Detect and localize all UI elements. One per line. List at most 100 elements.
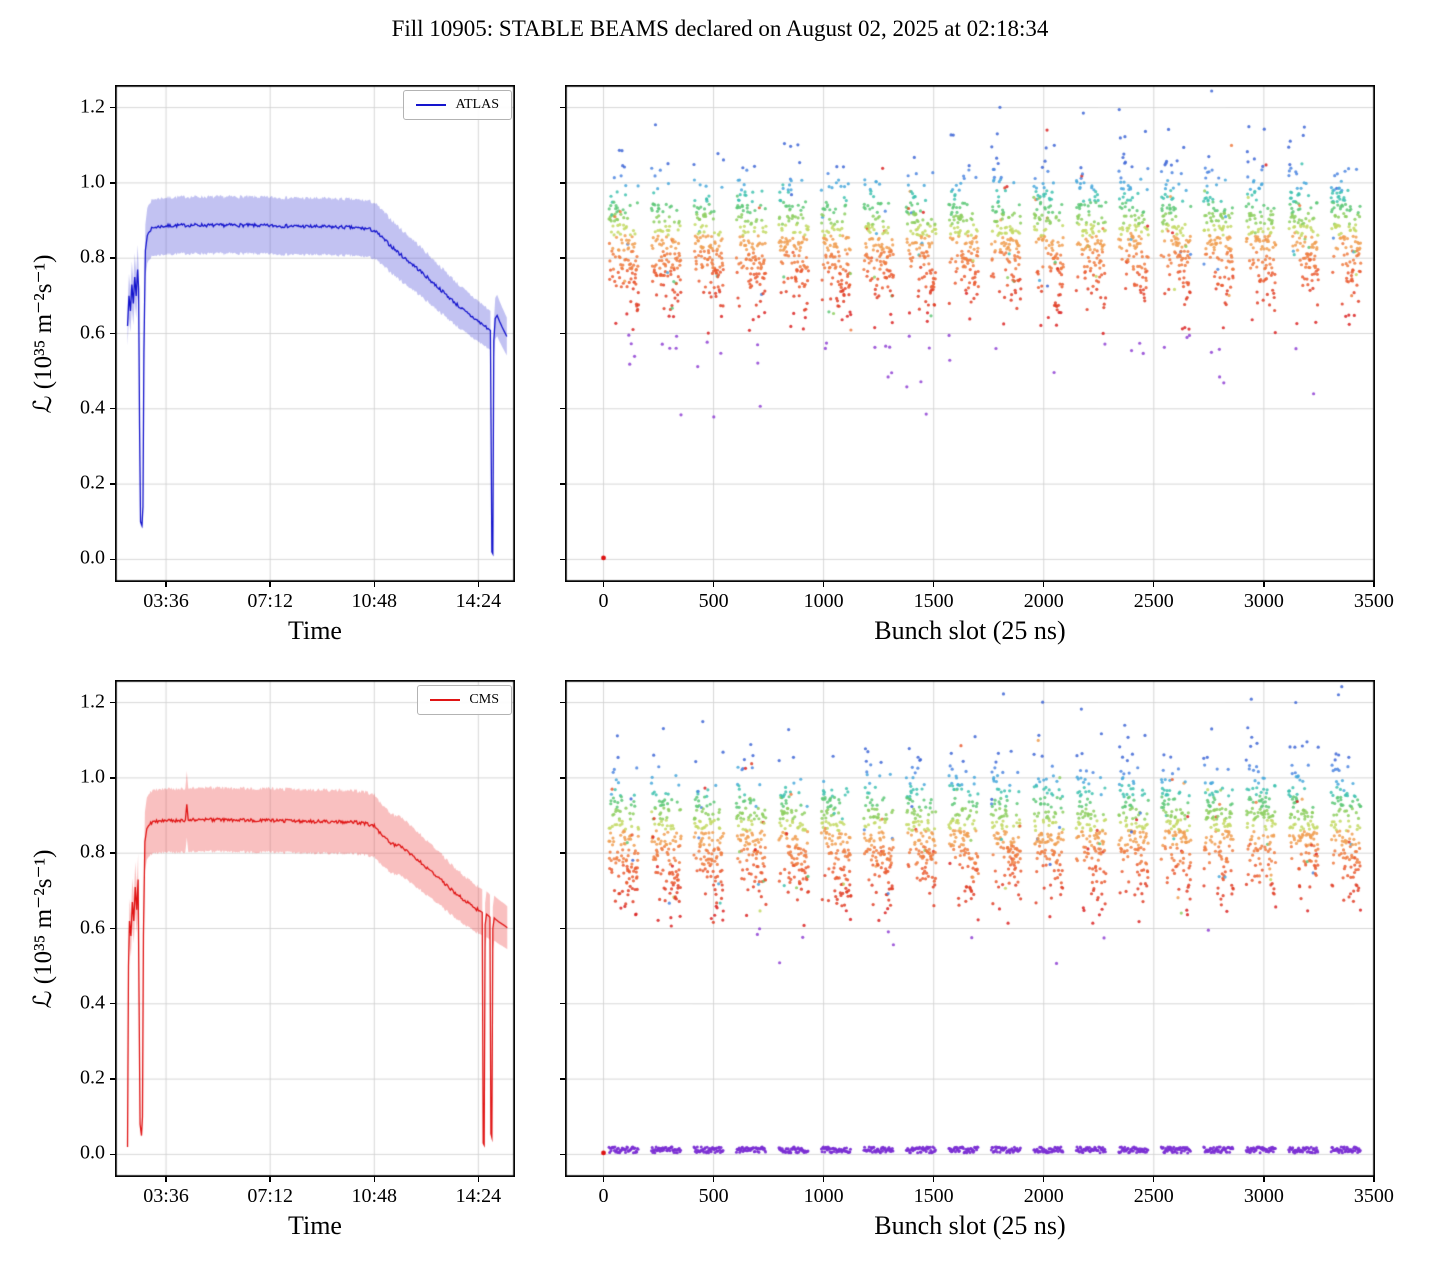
x-tick-mark (822, 582, 825, 587)
x-tick-label: 1500 (913, 1185, 954, 1207)
x-tick-label: 3000 (1243, 590, 1284, 612)
atlas-time-x-axis-label: Time (288, 616, 342, 645)
x-tick-label: 0 (598, 1185, 609, 1207)
y-tick-mark (110, 182, 115, 184)
cms-time-x-axis-label: Time (288, 1211, 342, 1240)
atlas-bunch-x-axis-label: Bunch slot (25 ns) (874, 616, 1066, 645)
atlas-time-plot-canvas (115, 85, 515, 582)
cms-legend-label: CMS (469, 692, 499, 707)
x-tick-label: 14:24 (455, 590, 502, 612)
x-tick-label: 2000 (1023, 590, 1064, 612)
y-tick-label: 1.0 (80, 765, 105, 788)
y-tick-mark (560, 483, 565, 485)
x-tick-mark (712, 582, 715, 587)
atlas-time-panel: ℒ (10³⁵ m⁻²s⁻¹) Time ATLAS 03:36 07:12 10:… (30, 85, 515, 645)
y-tick-mark (110, 927, 115, 930)
y-tick-mark (560, 1078, 565, 1080)
y-tick-mark (560, 1003, 565, 1005)
x-tick-label: 07:12 (247, 590, 293, 612)
x-tick-mark (165, 1177, 167, 1182)
x-tick-label: 3500 (1353, 1185, 1394, 1207)
y-tick-mark (110, 332, 115, 335)
x-tick-mark (269, 1177, 271, 1182)
atlas-legend: ATLAS (403, 90, 512, 120)
y-tick-label: 0.0 (80, 546, 105, 569)
x-tick-label: 1000 (803, 590, 844, 612)
y-tick-mark (560, 106, 565, 109)
atlas-legend-label: ATLAS (455, 97, 499, 112)
x-tick-label: 14:24 (455, 1185, 502, 1207)
y-tick-label: 1.2 (80, 689, 105, 712)
x-tick-mark (373, 582, 375, 587)
x-tick-mark (1373, 582, 1375, 587)
x-tick-mark (269, 582, 271, 587)
cms-legend: CMS (417, 685, 512, 715)
y-tick-mark (560, 182, 565, 184)
x-tick-mark (477, 1177, 480, 1182)
x-tick-mark (932, 582, 935, 587)
x-tick-label: 3000 (1243, 1185, 1284, 1207)
x-tick-mark (1153, 1177, 1155, 1182)
y-tick-mark (110, 1078, 115, 1080)
x-tick-label: 10:48 (351, 590, 398, 612)
y-tick-mark (110, 483, 115, 485)
y-tick-mark (110, 852, 115, 854)
x-tick-mark (932, 1177, 935, 1182)
x-tick-mark (1043, 1177, 1045, 1182)
y-tick-mark (560, 927, 565, 930)
cms-bunch-plot-canvas (565, 680, 1375, 1177)
y-tick-label: 0.4 (80, 396, 105, 419)
y-tick-mark (110, 1003, 115, 1005)
y-tick-mark (110, 558, 115, 561)
y-tick-label: 0.8 (80, 840, 105, 863)
x-tick-mark (165, 582, 167, 587)
atlas-legend-line-sample (416, 104, 447, 106)
y-tick-mark (110, 257, 115, 259)
x-tick-label: 10:48 (351, 1185, 398, 1207)
y-tick-label: 0.4 (80, 991, 105, 1014)
cms-time-plot-canvas (115, 680, 515, 1177)
atlas-bunch-plot-canvas (565, 85, 1375, 582)
y-tick-label: 0.0 (80, 1141, 105, 1164)
y-tick-label: 0.6 (80, 320, 105, 343)
y-tick-mark (110, 701, 115, 704)
cms-bunch-panel: Bunch slot (25 ns) 0 500 1000 1500 2000 2500 3… (560, 680, 1394, 1240)
x-tick-label: 0 (598, 590, 609, 612)
x-tick-label: 500 (698, 1185, 729, 1207)
x-tick-mark (1263, 1177, 1265, 1182)
y-tick-mark (560, 408, 565, 410)
x-tick-label: 03:36 (143, 590, 189, 612)
atlas-y-axis-label: ℒ (10³⁵ m⁻²s⁻¹) (30, 254, 57, 413)
y-tick-mark (110, 106, 115, 109)
y-tick-label: 0.2 (80, 1066, 105, 1089)
y-tick-label: 1.0 (80, 170, 105, 193)
x-tick-mark (712, 1177, 715, 1182)
atlas-bunch-panel: Bunch slot (25 ns) 0 500 1000 1500 2000 2500 3… (560, 85, 1394, 645)
y-tick-mark (560, 777, 565, 779)
x-tick-mark (602, 1177, 605, 1182)
y-tick-mark (560, 1153, 565, 1156)
x-tick-mark (822, 1177, 825, 1182)
y-tick-mark (110, 1153, 115, 1156)
x-tick-label: 500 (698, 590, 729, 612)
x-tick-label: 03:36 (143, 1185, 189, 1207)
y-tick-label: 0.2 (80, 471, 105, 494)
cms-time-panel: ℒ (10³⁵ m⁻²s⁻¹) Time CMS 03:36 07:12 10:48… (30, 680, 515, 1240)
y-tick-mark (560, 852, 565, 854)
figure-title: Fill 10905: STABLE BEAMS declared on Aug… (391, 16, 1049, 41)
y-tick-mark (560, 332, 565, 335)
x-tick-label: 07:12 (247, 1185, 293, 1207)
x-tick-mark (602, 582, 605, 587)
y-tick-label: 1.2 (80, 94, 105, 117)
x-tick-label: 1500 (913, 590, 954, 612)
cms-bunch-x-axis-label: Bunch slot (25 ns) (874, 1211, 1066, 1240)
x-tick-mark (477, 582, 480, 587)
x-tick-label: 2500 (1133, 590, 1174, 612)
x-tick-label: 2500 (1133, 1185, 1174, 1207)
x-tick-mark (1263, 582, 1265, 587)
y-tick-mark (560, 701, 565, 704)
x-tick-mark (1043, 582, 1045, 587)
x-tick-label: 3500 (1353, 590, 1394, 612)
x-tick-label: 1000 (803, 1185, 844, 1207)
